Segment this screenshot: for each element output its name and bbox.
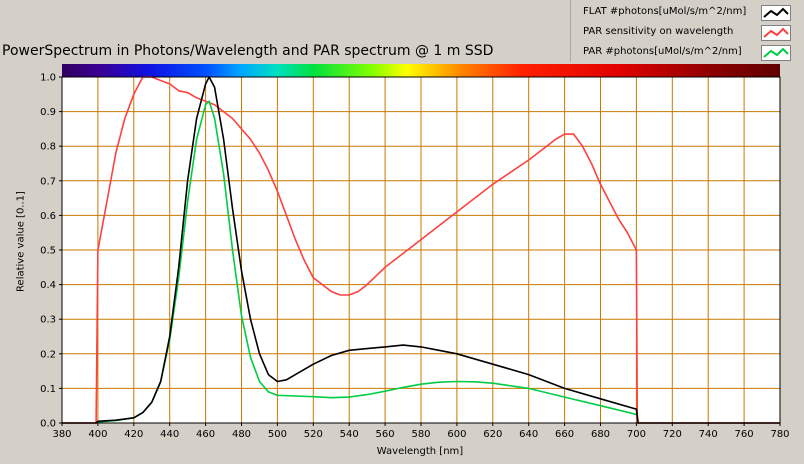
x-tick-label: 420 [124,429,143,440]
y-axis-ticks: 0.0 0.1 0.2 0.3 0.4 0.5 0.6 0.7 0.8 0.9 1.0 [40,73,62,430]
x-tick-label: 380 [52,429,71,440]
legend-swatch-green [761,45,791,61]
x-axis-ticks: 380 400 420 440 460 480 500 520 540 560 580 600 620 6… [52,423,790,440]
x-tick-label: 780 [770,429,789,440]
grid [61,76,781,424]
legend-label: PAR sensitivity on wavelength [583,26,734,37]
x-tick-label: 480 [232,429,251,440]
y-tick-label: 0.0 [40,419,56,430]
series-line-1 [62,76,780,424]
x-axis-label: Wavelength [nm] [376,446,464,457]
x-tick-label: 560 [376,429,395,440]
chart-title: PowerSpectrum in Photons/Wavelength and … [2,43,494,59]
legend-swatch-red [761,25,791,41]
y-tick-label: 0.7 [40,176,56,187]
x-tick-label: 760 [735,429,754,440]
x-tick-label: 620 [483,429,502,440]
y-axis-label: Relative value [0..1] [15,191,27,292]
legend-label: FLAT #photons[uMol/s/m^2/nm] [583,6,747,17]
legend-item-par-photons[interactable]: PAR #photons[uMol/s/m^2/nm] [571,42,801,62]
x-tick-label: 720 [663,429,682,440]
x-tick-label: 680 [591,429,610,440]
x-tick-label: 400 [88,429,107,440]
y-tick-label: 0.6 [40,211,56,222]
legend-item-par-sensitivity[interactable]: PAR sensitivity on wavelength [571,22,801,42]
x-tick-label: 540 [340,429,359,440]
y-tick-label: 0.4 [40,280,56,291]
x-tick-label: 520 [304,429,323,440]
series-group [62,76,780,424]
x-tick-label: 640 [519,429,538,440]
x-tick-label: 460 [196,429,215,440]
y-tick-label: 0.3 [40,315,56,326]
x-tick-label: 500 [268,429,287,440]
series-line-0 [62,76,780,424]
y-tick-label: 0.5 [40,246,56,257]
y-tick-label: 0.1 [40,384,56,395]
legend-item-flat[interactable]: FLAT #photons[uMol/s/m^2/nm] [571,2,801,22]
x-tick-label: 740 [699,429,718,440]
x-tick-label: 660 [555,429,574,440]
legend-label: PAR #photons[uMol/s/m^2/nm] [583,46,742,57]
x-tick-label: 580 [411,429,430,440]
x-tick-label: 600 [447,429,466,440]
legend-swatch-black [761,5,791,21]
x-tick-label: 440 [160,429,179,440]
x-tick-label: 700 [627,429,646,440]
y-tick-label: 0.2 [40,349,56,360]
spectrum-bar [62,64,780,77]
y-tick-label: 0.9 [40,107,56,118]
legend: FLAT #photons[uMol/s/m^2/nm] PAR sensiti… [570,0,801,62]
y-tick-label: 0.8 [40,142,56,153]
y-tick-label: 1.0 [40,73,56,84]
